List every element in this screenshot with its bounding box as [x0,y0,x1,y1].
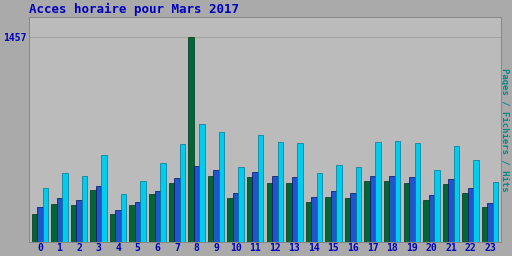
Bar [365,182,370,242]
Bar [390,176,395,242]
Bar [468,188,473,242]
Bar [292,177,297,242]
Bar [101,155,107,242]
Bar [415,143,420,242]
Bar [110,214,115,242]
Bar [356,167,361,242]
Bar [462,193,468,242]
Bar [384,182,390,242]
Bar [311,197,316,242]
Bar [37,207,42,242]
Bar [160,163,165,242]
Bar [423,200,429,242]
Bar [443,184,448,242]
Bar [429,195,434,242]
Bar [233,193,239,242]
Bar [493,182,498,242]
Bar [252,172,258,242]
Bar [454,146,459,242]
Bar [370,176,375,242]
Bar [168,183,174,242]
Bar [325,197,331,242]
Bar [51,204,57,242]
Bar [258,135,263,242]
Bar [42,188,48,242]
Bar [473,160,479,242]
Bar [57,198,62,242]
Bar [135,202,140,242]
Bar [267,183,272,242]
Bar [409,177,415,242]
Bar [434,170,440,242]
Bar [316,173,322,242]
Bar [115,210,121,242]
Bar [76,200,82,242]
Bar [448,179,454,242]
Bar [140,182,146,242]
Bar [149,194,155,242]
Bar [272,176,278,242]
Bar [219,132,224,242]
Bar [306,202,311,242]
Bar [350,193,356,242]
Bar [278,142,283,242]
Bar [208,176,214,242]
Bar [227,198,233,242]
Bar [403,183,409,242]
Bar [199,124,205,242]
Bar [239,167,244,242]
Bar [395,141,400,242]
Bar [297,143,303,242]
Bar [96,186,101,242]
Bar [487,203,493,242]
Bar [90,190,96,242]
Bar [375,142,381,242]
Bar [345,198,350,242]
Y-axis label: Pages / Fichiers / Hits: Pages / Fichiers / Hits [500,68,509,191]
Bar [82,176,87,242]
Bar [247,177,252,242]
Bar [214,170,219,242]
Bar [130,205,135,242]
Bar [121,194,126,242]
Bar [482,207,487,242]
Bar [336,165,342,242]
Bar [331,191,336,242]
Bar [62,173,68,242]
Bar [32,214,37,242]
Bar [188,37,194,242]
Bar [71,205,76,242]
Bar [286,183,292,242]
Text: Acces horaire pour Mars 2017: Acces horaire pour Mars 2017 [29,3,239,16]
Bar [180,144,185,242]
Bar [155,190,160,242]
Bar [174,178,180,242]
Bar [194,166,199,242]
